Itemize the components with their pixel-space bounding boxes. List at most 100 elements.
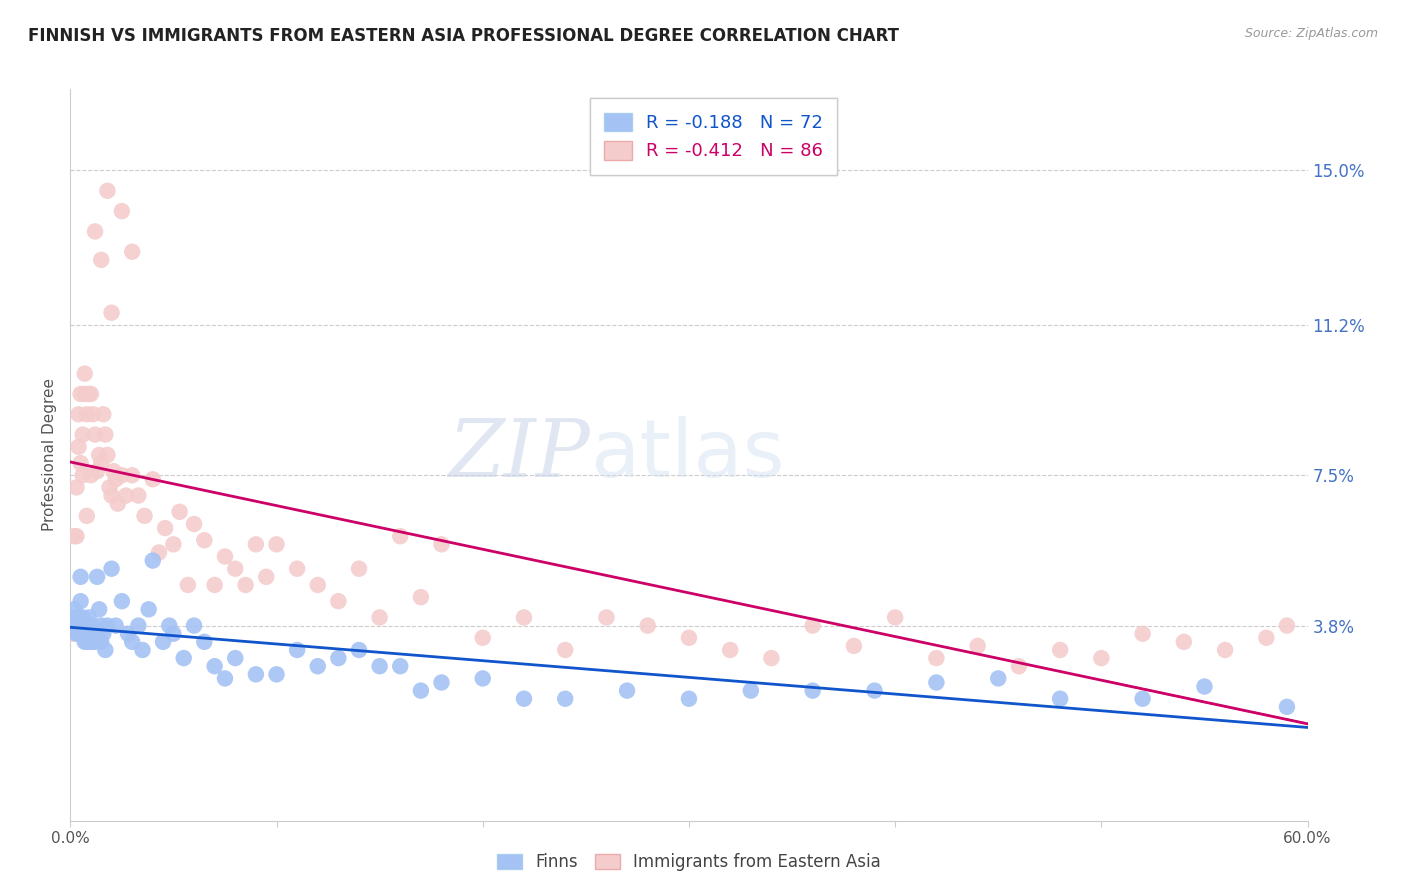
Point: [80, 618, 103, 632]
Point: [471, 631, 494, 645]
Point: [96, 448, 118, 462]
Point: [157, 618, 180, 632]
Point: [67, 440, 90, 454]
Point: [127, 489, 149, 503]
Point: [801, 683, 824, 698]
Point: [90, 618, 112, 632]
Point: [69, 618, 91, 632]
Point: [389, 659, 412, 673]
Point: [183, 618, 205, 632]
Point: [142, 472, 165, 486]
Point: [94, 643, 117, 657]
Text: ZIP: ZIP: [449, 417, 591, 493]
Point: [204, 578, 226, 592]
Point: [1049, 691, 1071, 706]
Point: [76, 407, 98, 421]
Point: [63, 618, 86, 632]
Point: [73, 618, 96, 632]
Point: [1256, 631, 1278, 645]
Point: [90, 635, 112, 649]
Point: [80, 635, 103, 649]
Point: [513, 610, 536, 624]
Point: [204, 659, 226, 673]
Point: [183, 516, 205, 531]
Point: [111, 594, 134, 608]
Point: [73, 387, 96, 401]
Point: [69, 456, 91, 470]
Point: [1090, 651, 1112, 665]
Point: [67, 626, 90, 640]
Point: [285, 562, 308, 576]
Point: [65, 618, 87, 632]
Point: [245, 537, 267, 551]
Point: [63, 618, 86, 632]
Point: [169, 505, 191, 519]
Point: [1049, 643, 1071, 657]
Point: [177, 578, 200, 592]
Point: [127, 618, 149, 632]
Point: [121, 468, 143, 483]
Point: [162, 537, 184, 551]
Point: [82, 407, 104, 421]
Point: [678, 691, 700, 706]
Point: [1275, 618, 1298, 632]
Y-axis label: Professional Degree: Professional Degree: [42, 378, 58, 532]
Point: [100, 489, 122, 503]
Point: [69, 387, 91, 401]
Point: [554, 643, 576, 657]
Point: [285, 643, 308, 657]
Point: [77, 635, 100, 649]
Point: [67, 610, 90, 624]
Point: [72, 427, 94, 442]
Point: [1194, 680, 1216, 694]
Text: FINNISH VS IMMIGRANTS FROM EASTERN ASIA PROFESSIONAL DEGREE CORRELATION CHART: FINNISH VS IMMIGRANTS FROM EASTERN ASIA …: [28, 27, 898, 45]
Point: [94, 427, 117, 442]
Point: [77, 387, 100, 401]
Point: [111, 204, 134, 219]
Point: [430, 537, 453, 551]
Point: [214, 549, 236, 564]
Point: [193, 635, 215, 649]
Point: [1008, 659, 1031, 673]
Point: [1275, 699, 1298, 714]
Point: [863, 683, 886, 698]
Point: [80, 387, 103, 401]
Text: atlas: atlas: [591, 416, 785, 494]
Point: [678, 631, 700, 645]
Point: [138, 602, 160, 616]
Point: [409, 683, 432, 698]
Point: [69, 570, 91, 584]
Point: [65, 480, 87, 494]
Point: [76, 508, 98, 523]
Point: [254, 570, 277, 584]
Point: [214, 672, 236, 686]
Point: [409, 590, 432, 604]
Point: [86, 464, 108, 478]
Point: [761, 651, 783, 665]
Point: [103, 464, 125, 478]
Point: [637, 618, 659, 632]
Point: [60, 618, 83, 632]
Point: [76, 635, 98, 649]
Point: [162, 626, 184, 640]
Point: [67, 407, 90, 421]
Point: [1213, 643, 1236, 657]
Point: [82, 626, 104, 640]
Point: [91, 407, 114, 421]
Point: [121, 635, 143, 649]
Point: [266, 537, 288, 551]
Point: [100, 562, 122, 576]
Point: [1132, 626, 1154, 640]
Point: [84, 635, 107, 649]
Text: Source: ZipAtlas.com: Source: ZipAtlas.com: [1244, 27, 1378, 40]
Point: [111, 468, 134, 483]
Point: [72, 468, 94, 483]
Point: [115, 489, 138, 503]
Point: [65, 626, 87, 640]
Point: [96, 618, 118, 632]
Point: [235, 578, 257, 592]
Point: [307, 659, 329, 673]
Point: [328, 651, 350, 665]
Point: [153, 521, 176, 535]
Point: [90, 456, 112, 470]
